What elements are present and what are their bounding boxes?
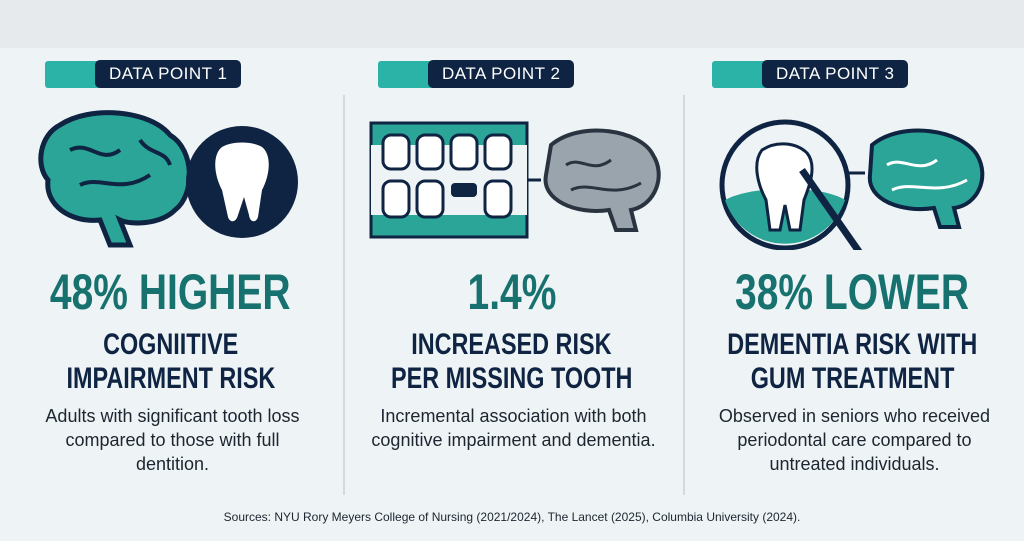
- subhead: PER MISSING TOOTH: [341, 362, 682, 396]
- icon-tooth-brain: [719, 119, 985, 250]
- headline: 38% LOWER: [682, 262, 1023, 322]
- column: DATA POINT 3 38% LOWER DEMENTIA RISK WIT…: [682, 0, 1023, 541]
- headline-text: 1.4%: [467, 264, 556, 320]
- column: DATA POINT 1 48% HIGHER COGNIITIVE IMPAI…: [0, 0, 341, 541]
- sources: Sources: NYU Rory Meyers College of Nurs…: [223, 510, 801, 524]
- subhead-line: PER MISSING TOOTH: [390, 362, 633, 395]
- description: Adults with significant tooth loss compa…: [45, 406, 300, 474]
- divider: [343, 95, 345, 495]
- description: Observed in seniors who received periodo…: [718, 406, 991, 474]
- badge: DATA POINT 3: [762, 60, 909, 88]
- badge: DATA POINT 2: [428, 60, 575, 88]
- subhead-line: IMPAIRMENT RISK: [66, 362, 275, 395]
- subhead-line: DEMENTIA RISK WITH: [727, 328, 978, 361]
- subhead: IMPAIRMENT RISK: [0, 362, 341, 396]
- subhead: COGNIITIVE: [0, 328, 341, 362]
- divider: [683, 95, 685, 495]
- subhead: DEMENTIA RISK WITH: [682, 328, 1023, 362]
- icon-teeth-brain: [369, 121, 661, 239]
- subhead-line: COGNIITIVE: [102, 328, 239, 361]
- headline: 48% HIGHER: [0, 262, 341, 322]
- headline: 1.4%: [341, 262, 682, 322]
- headline-text: 38% LOWER: [735, 264, 970, 320]
- column: DATA POINT 2 1.4% INCREASED RISK PER MIS…: [341, 0, 682, 541]
- icon-brain-tooth: [38, 110, 298, 248]
- headline-text: 48% HIGHER: [50, 264, 291, 320]
- subhead: GUM TREATMENT: [682, 362, 1023, 396]
- description: Incremental association with both cognit…: [371, 406, 656, 450]
- badge: DATA POINT 1: [95, 60, 242, 88]
- subhead-line: GUM TREATMENT: [750, 362, 955, 395]
- subhead: INCREASED RISK: [341, 328, 682, 362]
- subhead-line: INCREASED RISK: [411, 328, 612, 361]
- top-band: [0, 0, 1024, 48]
